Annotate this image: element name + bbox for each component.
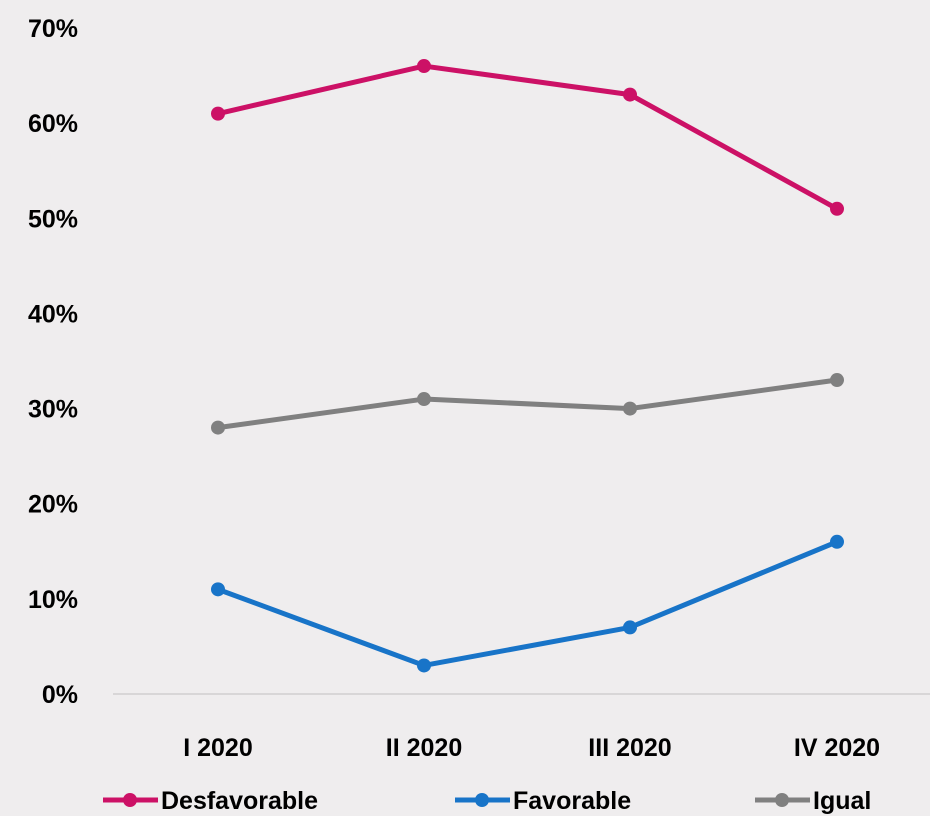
data-point	[623, 87, 637, 102]
legend: Desfavorable Favorable Igual	[103, 787, 871, 815]
x-axis-tick-labels: I 2020 II 2020 III 2020 IV 2020	[183, 734, 880, 762]
data-point	[417, 658, 431, 673]
y-tick-label: 70%	[28, 15, 78, 43]
data-point	[623, 401, 637, 416]
legend-marker-icon	[123, 793, 137, 807]
series-desfavorable	[211, 59, 844, 216]
series-line	[215, 63, 840, 212]
series-igual	[211, 373, 844, 435]
data-point	[211, 106, 225, 121]
x-tick-label: IV 2020	[794, 734, 880, 762]
y-tick-label: 40%	[28, 300, 78, 328]
series-line	[215, 539, 840, 668]
data-point	[417, 59, 431, 74]
y-tick-label: 20%	[28, 491, 78, 519]
data-point	[623, 620, 637, 635]
legend-label: Desfavorable	[161, 787, 318, 815]
series-line	[215, 377, 840, 431]
data-point	[830, 534, 844, 549]
legend-item: Igual	[755, 787, 871, 815]
y-axis-tick-labels: 0% 10% 20% 30% 40% 50% 60% 70%	[28, 15, 78, 709]
y-tick-label: 10%	[28, 586, 78, 614]
y-tick-label: 0%	[42, 681, 78, 709]
data-point	[211, 420, 225, 435]
y-tick-label: 30%	[28, 396, 78, 424]
series-favorable	[211, 534, 844, 673]
data-point	[830, 201, 844, 216]
legend-label: Igual	[813, 787, 871, 815]
y-tick-label: 60%	[28, 110, 78, 138]
series-layer	[211, 59, 844, 673]
x-tick-label: II 2020	[386, 734, 462, 762]
y-tick-label: 50%	[28, 205, 78, 233]
legend-item: Favorable	[455, 787, 631, 815]
legend-item: Desfavorable	[103, 787, 318, 815]
data-point	[830, 373, 844, 388]
data-point	[417, 392, 431, 407]
legend-marker-icon	[775, 793, 789, 807]
x-tick-label: I 2020	[183, 734, 253, 762]
data-point	[211, 582, 225, 597]
legend-marker-icon	[475, 793, 489, 807]
legend-label: Favorable	[513, 787, 631, 815]
x-tick-label: III 2020	[588, 734, 671, 762]
